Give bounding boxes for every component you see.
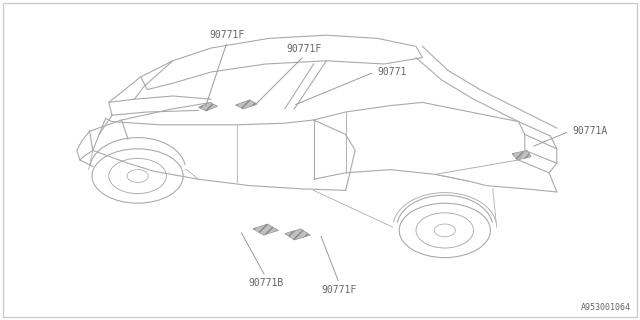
Polygon shape — [253, 224, 278, 235]
Polygon shape — [236, 100, 257, 109]
Text: 90771F: 90771F — [286, 44, 322, 54]
Text: 90771B: 90771B — [248, 278, 284, 288]
Text: 90771F: 90771F — [321, 285, 357, 295]
Polygon shape — [512, 150, 531, 160]
Text: A953001064: A953001064 — [580, 303, 630, 312]
Polygon shape — [285, 229, 310, 240]
Text: 90771A: 90771A — [573, 126, 608, 136]
Text: 90771F: 90771F — [209, 30, 245, 40]
Text: 90771: 90771 — [378, 67, 407, 77]
Polygon shape — [198, 102, 218, 111]
